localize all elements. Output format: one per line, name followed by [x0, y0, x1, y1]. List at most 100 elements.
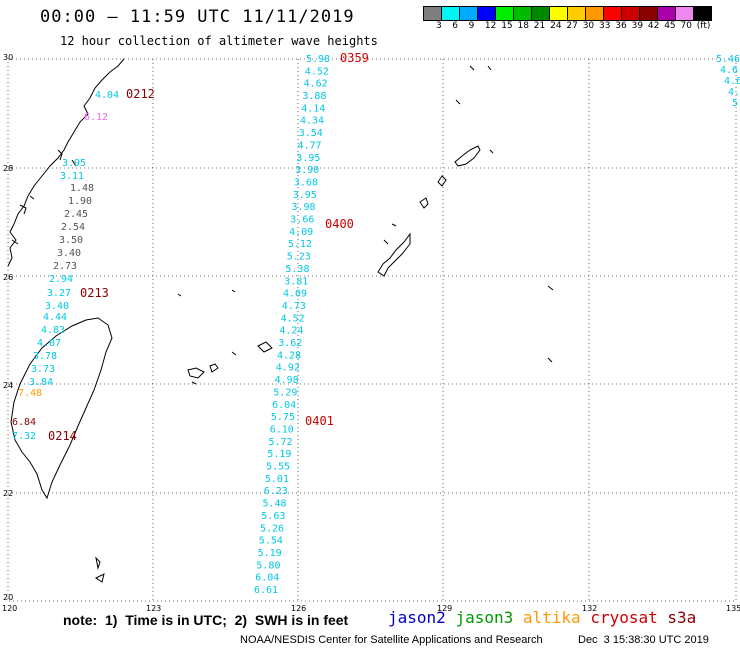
wave-height-label: 7.48 [18, 388, 42, 399]
wave-height-label: 4.52 [305, 66, 329, 77]
credit-line: NOAA/NESDIS Center for Satellite Applica… [240, 634, 543, 646]
chart-title: 00:00 – 11:59 UTC 11/11/2019 [40, 7, 355, 27]
wave-height-label: 5.54 [259, 536, 283, 547]
wave-height-label: 4.14 [301, 103, 325, 114]
legend-jason2: jason2 [388, 608, 446, 627]
time-label-0359: 0359 [340, 51, 369, 65]
legend-altika: altika [522, 608, 581, 627]
wave-height-label: 3.98 [292, 202, 316, 213]
wave-height-label: 3.11 [60, 171, 84, 182]
wave-height-label: 4.07 [37, 338, 61, 349]
lat-tick-20: 20 [3, 593, 13, 602]
wave-height-label: 5.19 [258, 548, 282, 559]
wave-height-label: 3.50 [59, 235, 83, 246]
wave-height-label: 5.29 [273, 387, 297, 398]
wave-height-label: 5 [732, 98, 738, 109]
lat-tick-26: 26 [3, 273, 13, 282]
wave-height-label: 2.45 [64, 209, 88, 220]
wave-height-label: 3.95 [296, 153, 320, 164]
wave-height-label: 3.90 [295, 165, 319, 176]
lon-tick-135: 135 [726, 604, 740, 613]
lon-tick-123: 123 [146, 604, 161, 613]
lon-tick-120: 120 [2, 604, 17, 613]
wave-height-label: 2.73 [53, 261, 77, 272]
color-scale-label: 45 [664, 21, 676, 31]
color-scale-label: 27 [566, 21, 578, 31]
color-scale-label: 3 [436, 21, 442, 31]
color-scale-label: 15 [501, 21, 513, 31]
wave-height-label: 5.01 [265, 474, 289, 485]
wave-height-label: 3.84 [29, 377, 53, 388]
china-coast-islands [11, 149, 77, 245]
wave-height-label: 4.77 [298, 140, 322, 151]
lon-tick-129: 129 [437, 604, 452, 613]
wave-height-label: 4.92 [276, 363, 300, 374]
wave-height-label: 4.98 [275, 375, 299, 386]
tokara-islands [419, 149, 494, 209]
taiwan-island [10, 317, 113, 500]
color-scale-label: 39 [631, 21, 644, 31]
wave-height-label: 5.98 [306, 54, 330, 65]
wave-height-label: 4.52 [281, 313, 305, 324]
wave-height-label: 4.6 [720, 65, 738, 76]
color-scale-label: 70 [680, 21, 692, 31]
color-scale-label: 24 [550, 21, 562, 31]
wave-height-label: 3.40 [45, 301, 69, 312]
chart-subtitle: 12 hour collection of altimeter wave hei… [60, 34, 378, 48]
wave-height-label: 5.72 [269, 437, 293, 448]
batan-islands [95, 556, 105, 583]
lat-tick-28: 28 [3, 164, 13, 173]
wave-height-label: 1.48 [70, 183, 94, 194]
map-frame [7, 58, 737, 602]
yaeyama-islands [187, 363, 219, 385]
color-scale-label: 12 [484, 21, 497, 31]
color-scale-label: 30 [582, 21, 595, 31]
satellite-legend: jason2 jason3 altika cryosat s3a [388, 608, 696, 627]
time-label-0214: 0214 [48, 429, 77, 443]
graticule [7, 58, 737, 602]
wave-height-label: 6.04 [255, 573, 279, 584]
wave-height-label: 5.80 [256, 560, 280, 571]
wave-height-label: 3.40 [57, 248, 81, 259]
lat-tick-labels: 30 28 26 24 22 20 [3, 53, 13, 602]
wave-height-label: 3.88 [302, 91, 326, 102]
wave-height-label: 3.81 [284, 276, 308, 287]
color-scale-label: 33 [599, 21, 611, 31]
time-labels: 0359 0212 0400 0213 0401 0214 [48, 51, 369, 443]
wave-height-label: 4.83 [41, 325, 65, 336]
wave-height-label: 4.62 [304, 79, 328, 90]
wave-height-tracks: 5.984.524.623.884.144.343.544.773.953.90… [12, 54, 740, 596]
wave-height-label: 4.6 [728, 87, 740, 98]
credit-date: Dec 3 15:38:30 UTC 2019 [578, 634, 709, 646]
wave-height-label: 4.28 [277, 350, 301, 361]
wave-height-label: 5.48 [263, 499, 287, 510]
wave-height-label: 4.73 [282, 301, 306, 312]
miyako-islands [231, 341, 273, 356]
wave-height-label: 5.23 [287, 252, 311, 263]
color-scale-label: 21 [533, 21, 546, 31]
lat-tick-22: 22 [3, 489, 13, 498]
wave-height-label: 4.34 [300, 116, 324, 127]
footnote: note: 1) Time is in UTC; 2) SWH is in fe… [63, 612, 349, 628]
legend-s3a: s3a [667, 608, 697, 627]
wave-height-label: 1.90 [68, 196, 92, 207]
lat-tick-30: 30 [3, 53, 13, 62]
wave-height-label: 6.10 [270, 425, 294, 436]
color-scale-label: 36 [615, 21, 627, 31]
wave-height-label: 6.61 [254, 585, 278, 596]
wave-height-label: 5.26 [260, 523, 284, 534]
wave-height-label: 4.09 [283, 289, 307, 300]
legend-jason3: jason3 [455, 608, 514, 627]
wave-height-label: 3.78 [33, 351, 57, 362]
time-label-0213: 0213 [80, 286, 109, 300]
wave-height-label: 3.95 [293, 190, 317, 201]
legend-cryosat: cryosat [590, 608, 658, 627]
color-scale-label: 9 [468, 21, 475, 31]
wave-height-label: 4.04 [95, 90, 119, 101]
wave-height-label: 2.94 [49, 274, 73, 285]
wave-height-label: 5.38 [285, 264, 309, 275]
wave-height-label: 3.54 [299, 128, 323, 139]
wave-height-label: 6.04 [272, 400, 296, 411]
color-scale [423, 6, 712, 21]
wave-height-label: 4.6 [724, 76, 740, 87]
